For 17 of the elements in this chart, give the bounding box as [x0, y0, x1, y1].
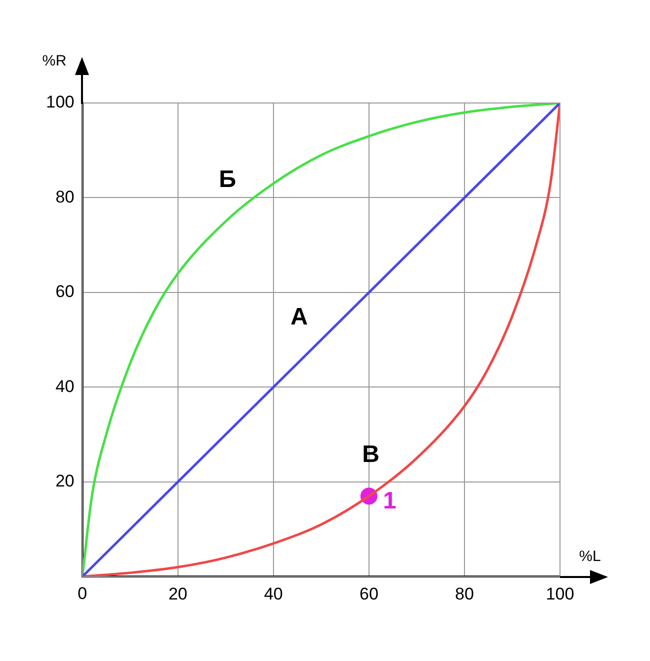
x-tick-label: 60 [359, 584, 378, 604]
x-tick-label: 20 [168, 584, 188, 604]
series-label: Б [218, 166, 236, 194]
y-tick-label: 40 [55, 376, 74, 396]
y-axis-title: %R [42, 52, 67, 70]
series-label: В [362, 440, 380, 468]
series-label: 1 [382, 488, 396, 515]
x-tick-label: 0 [78, 584, 88, 603]
x-tick-label: 40 [264, 584, 283, 604]
y-tick-label: 20 [55, 472, 74, 491]
x-tick-label: 100 [546, 584, 574, 604]
y-tick-label: 60 [55, 282, 74, 302]
x-tick-label: 80 [455, 584, 474, 604]
y-tick-label: 80 [55, 187, 74, 206]
y-tick-label: 100 [46, 92, 74, 112]
series-label: А [290, 303, 308, 330]
x-axis-title: %L [579, 548, 601, 566]
